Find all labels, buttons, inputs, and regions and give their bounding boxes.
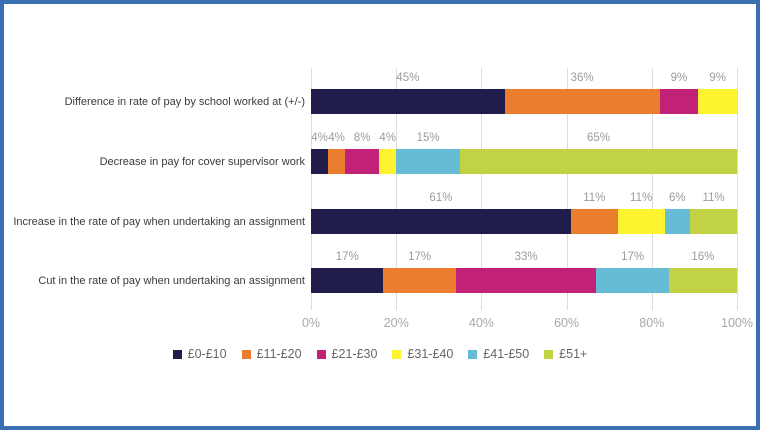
bar-segment: 9% — [659, 72, 699, 114]
bar-segment: 9% — [698, 72, 737, 114]
gridline — [311, 68, 312, 310]
x-axis-tick-label: 60% — [554, 316, 580, 330]
bar-row: 17% 17% 33% 17% 16% — [311, 251, 737, 293]
bar-row: 61% 11% 11% 6% 11% — [311, 192, 737, 234]
bar-value-label: 17% — [408, 251, 432, 263]
legend-label: £41-£50 — [483, 347, 530, 361]
bar-value-label: 4% — [311, 132, 328, 144]
bar-value-label: 11% — [630, 192, 653, 204]
legend-item: £11-£20 — [241, 347, 302, 361]
legend: £0-£10 £11-£20 £21-£30 £31-£40 £41-£50 £51+ — [4, 347, 756, 361]
bar-segment: 6% — [664, 192, 691, 234]
bar-value-label: 17% — [621, 251, 645, 263]
bar-segment: 36% — [504, 72, 660, 114]
bar-segment: 4% — [379, 132, 397, 174]
bar-segment: 17% — [596, 251, 669, 293]
bar-value-label: 17% — [335, 251, 359, 263]
bar-segment: 17% — [311, 251, 384, 293]
gridline — [566, 68, 568, 310]
bar-segment: 11% — [690, 192, 737, 234]
bar-row: 45% 36% 9% 9% — [311, 72, 737, 114]
bar-segment: 11% — [617, 192, 665, 234]
legend-item: £0-£10 — [172, 347, 227, 361]
legend-label: £11-£20 — [256, 347, 302, 361]
bar-value-label: 33% — [514, 251, 538, 263]
category-label: Decrease in pay for cover supervisor wor… — [99, 155, 305, 168]
gridline — [737, 68, 738, 310]
bar-value-label: 45% — [396, 72, 420, 84]
bar-value-label: 61% — [429, 192, 453, 204]
legend-label: £51+ — [559, 347, 588, 361]
legend-swatch — [172, 349, 182, 359]
legend-swatch — [544, 349, 554, 359]
legend-item: £21-£30 — [316, 347, 378, 361]
x-axis-tick-label: 0% — [301, 316, 321, 330]
bar-segment: 61% — [311, 192, 571, 234]
bar-value-label: 11% — [702, 192, 725, 204]
legend-swatch — [241, 349, 251, 359]
gridline — [651, 68, 653, 310]
legend-label: £0-£10 — [187, 347, 227, 361]
gridline — [396, 68, 398, 310]
x-axis-tick-label: 80% — [639, 316, 665, 330]
legend-swatch — [392, 349, 402, 359]
bar-value-label: 65% — [587, 132, 611, 144]
gridline — [481, 68, 483, 310]
legend-item: £51+ — [544, 347, 587, 361]
bar-segment: 16% — [668, 251, 737, 293]
bar-segment: 65% — [460, 132, 737, 174]
bar-value-label: 4% — [379, 132, 396, 144]
bar-segment: 8% — [345, 132, 380, 174]
x-axis-tick-label: 20% — [383, 316, 409, 330]
category-label: Cut in the rate of pay when undertaking … — [38, 274, 305, 287]
bar-value-label: 9% — [709, 72, 726, 84]
bar-segment: 33% — [455, 251, 597, 293]
bar-value-label: 9% — [670, 72, 688, 84]
legend-label: £31-£40 — [407, 347, 454, 361]
bar-segment: 17% — [383, 251, 456, 293]
x-axis-tick-label: 100% — [721, 316, 753, 330]
bar-segment: 4% — [328, 132, 346, 174]
bar-segment: 45% — [311, 72, 505, 114]
legend-swatch — [468, 349, 478, 359]
x-axis-tick-label: 40% — [468, 316, 494, 330]
bar-value-label: 36% — [570, 72, 594, 84]
bar-segment: 15% — [396, 132, 461, 174]
bar-value-label: 11% — [583, 192, 606, 204]
plot-area: Difference in rate of pay by school work… — [4, 4, 756, 426]
legend-item: £31-£40 — [392, 347, 453, 361]
bar-value-label: 15% — [416, 132, 440, 144]
category-label: Difference in rate of pay by school work… — [64, 95, 305, 108]
legend-swatch — [316, 349, 326, 359]
bar-segment: 4% — [311, 132, 329, 174]
bar-value-label: 16% — [691, 251, 715, 263]
legend-label: £21-£30 — [331, 347, 378, 361]
legend-item: £41-£50 — [468, 347, 529, 361]
category-label: Increase in the rate of pay when underta… — [13, 215, 305, 228]
bar-value-label: 4% — [328, 132, 345, 144]
bar-value-label: 8% — [353, 132, 371, 144]
bar-segment: 11% — [570, 192, 618, 234]
bar-row: 4% 4% 8% 4% 15% 65% — [311, 132, 737, 174]
bar-value-label: 6% — [669, 192, 686, 204]
